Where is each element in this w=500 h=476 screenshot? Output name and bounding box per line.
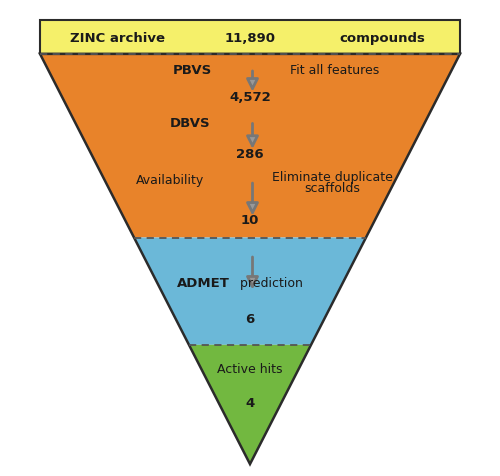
Text: Active hits: Active hits [217,362,283,376]
Text: ADMET: ADMET [177,277,230,290]
Bar [40,21,460,55]
Text: 4: 4 [246,396,254,409]
Polygon shape [40,55,460,238]
Polygon shape [134,238,366,345]
Text: 10: 10 [241,213,259,227]
Text: Eliminate duplicate: Eliminate duplicate [272,170,393,184]
Text: scaffolds: scaffolds [304,181,360,195]
Text: PBVS: PBVS [173,64,212,77]
Text: 11,890: 11,890 [224,31,276,45]
Text: DBVS: DBVS [170,116,210,129]
Text: compounds: compounds [340,31,426,45]
Text: ZINC archive: ZINC archive [70,31,165,45]
Polygon shape [189,345,311,464]
Text: Availability: Availability [136,173,204,187]
Text: 4,572: 4,572 [229,90,271,104]
Text: prediction: prediction [232,277,304,290]
Text: 6: 6 [246,312,254,326]
Text: Fit all features: Fit all features [290,64,380,77]
Text: 286: 286 [236,148,264,161]
